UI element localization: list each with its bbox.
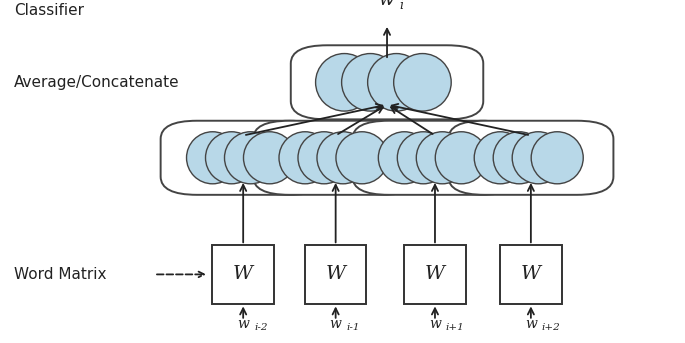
Ellipse shape bbox=[243, 132, 295, 184]
Bar bbox=[305, 245, 366, 304]
Ellipse shape bbox=[336, 132, 388, 184]
Text: w: w bbox=[329, 317, 342, 331]
Bar bbox=[500, 245, 562, 304]
Text: W: W bbox=[325, 265, 346, 283]
FancyBboxPatch shape bbox=[352, 121, 517, 195]
FancyBboxPatch shape bbox=[160, 121, 325, 195]
Text: i+2: i+2 bbox=[542, 323, 560, 332]
Ellipse shape bbox=[342, 54, 399, 111]
Text: w: w bbox=[237, 317, 249, 331]
Ellipse shape bbox=[368, 54, 425, 111]
Text: W: W bbox=[521, 265, 541, 283]
Text: W: W bbox=[425, 265, 445, 283]
Ellipse shape bbox=[474, 132, 526, 184]
Text: W: W bbox=[233, 265, 253, 283]
FancyBboxPatch shape bbox=[448, 121, 614, 195]
Ellipse shape bbox=[416, 132, 469, 184]
Text: i-1: i-1 bbox=[347, 323, 360, 332]
Ellipse shape bbox=[493, 132, 545, 184]
Text: Word Matrix: Word Matrix bbox=[14, 267, 106, 282]
Text: Classifier: Classifier bbox=[14, 3, 84, 18]
Ellipse shape bbox=[394, 54, 451, 111]
Text: w: w bbox=[379, 0, 395, 9]
Text: i: i bbox=[399, 0, 403, 12]
Ellipse shape bbox=[435, 132, 487, 184]
Ellipse shape bbox=[316, 54, 373, 111]
FancyBboxPatch shape bbox=[253, 121, 418, 195]
Ellipse shape bbox=[378, 132, 430, 184]
Ellipse shape bbox=[531, 132, 583, 184]
Bar bbox=[404, 245, 466, 304]
Ellipse shape bbox=[206, 132, 258, 184]
Ellipse shape bbox=[225, 132, 277, 184]
FancyBboxPatch shape bbox=[290, 45, 483, 119]
Text: w: w bbox=[525, 317, 537, 331]
Ellipse shape bbox=[298, 132, 350, 184]
Ellipse shape bbox=[512, 132, 564, 184]
Text: w: w bbox=[429, 317, 441, 331]
Text: i-2: i-2 bbox=[254, 323, 268, 332]
Ellipse shape bbox=[186, 132, 238, 184]
Bar bbox=[212, 245, 274, 304]
Text: Average/Concatenate: Average/Concatenate bbox=[14, 75, 179, 90]
Ellipse shape bbox=[279, 132, 331, 184]
Ellipse shape bbox=[317, 132, 369, 184]
Ellipse shape bbox=[397, 132, 449, 184]
Text: i+1: i+1 bbox=[446, 323, 464, 332]
